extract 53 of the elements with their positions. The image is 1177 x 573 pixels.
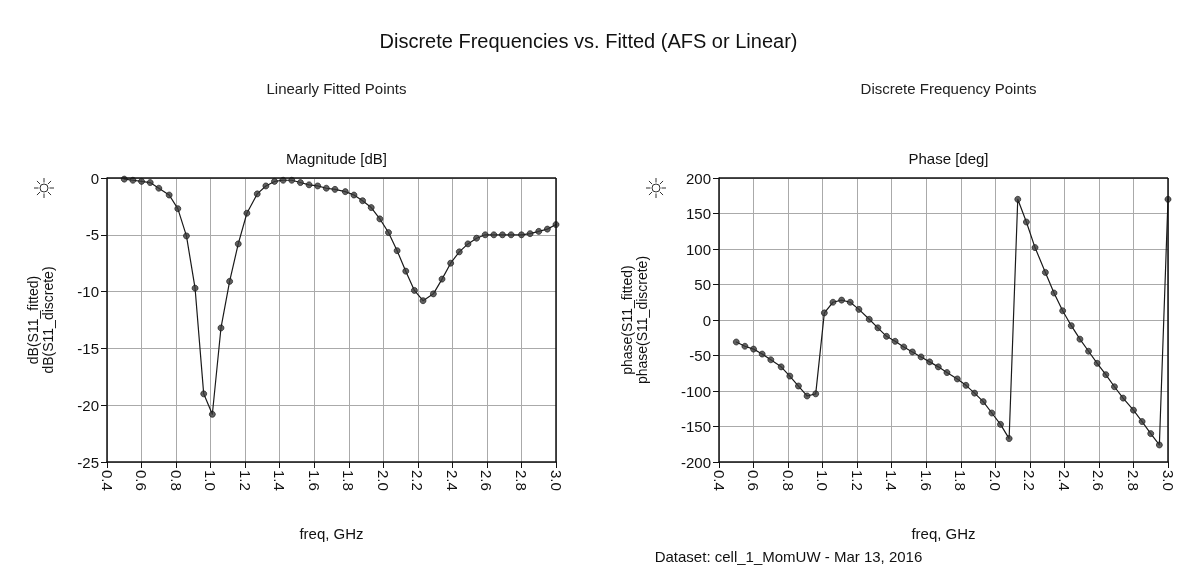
x-tick-label: 1.8 <box>952 470 970 491</box>
x-axis-title: freq, GHz <box>299 525 364 542</box>
y-tick-label: 0 <box>90 169 99 187</box>
y-tick-label: 150 <box>685 205 711 222</box>
y-tick-label: -50 <box>689 347 711 364</box>
y-axis-title: phase(S11_fitted) phase(S11_discrete) <box>618 255 650 385</box>
x-tick-label: 1.6 <box>305 470 323 491</box>
y-tick-label: -15 <box>77 339 99 357</box>
text: Dataset: cell_1_MomUW - Mar 13, 2016 <box>653 548 924 565</box>
chart-subtitle: Discrete Frequency Points <box>860 80 1037 97</box>
x-tick-label: 2.0 <box>374 470 392 491</box>
x-tick-label: 0.8 <box>779 470 797 491</box>
chart-subtitle: Linearly Fitted Points <box>266 80 407 97</box>
x-tick-label: 2.6 <box>478 470 496 491</box>
x-tick-label: 2.2 <box>409 470 427 491</box>
x-tick-label: 1.6 <box>917 470 935 491</box>
y-axis-title: dB(S11_fitted) dB(S11_discrete) <box>24 266 56 374</box>
x-tick-label: 0.6 <box>133 470 151 491</box>
y-tick-label: 0 <box>702 311 711 329</box>
x-tick-label: 2.6 <box>1090 470 1108 491</box>
x-tick-label: 2.0 <box>986 470 1004 491</box>
y-tick-label: -25 <box>77 453 99 471</box>
chart-title: Phase [deg] <box>908 150 989 167</box>
y-tick-label: -10 <box>77 283 99 301</box>
x-tick-label: 1.4 <box>883 470 901 491</box>
x-axis-title: freq, GHz <box>911 525 976 542</box>
x-tick-label: 2.4 <box>1055 470 1073 491</box>
chart-title: Magnitude [dB] <box>286 150 387 167</box>
x-tick-label: 2.4 <box>443 470 461 491</box>
x-tick-label: 0.4 <box>98 470 116 491</box>
x-tick-label: 2.2 <box>1021 470 1039 491</box>
x-tick-label: 0.6 <box>745 470 763 491</box>
y-tick-label: 100 <box>685 240 711 258</box>
x-tick-label: 1.0 <box>202 470 220 491</box>
y-tick-label: 200 <box>685 169 711 187</box>
x-tick-label: 1.4 <box>271 470 289 491</box>
x-tick-label: 1.0 <box>814 470 832 491</box>
x-tick-label: 3.0 <box>547 470 565 491</box>
x-tick-label: 3.0 <box>1159 470 1177 491</box>
x-tick-label: 2.8 <box>512 470 530 491</box>
y-tick-label: -200 <box>680 453 711 471</box>
text: Discrete Frequencies vs. Fitted (AFS or Linear) <box>378 30 799 53</box>
x-tick-label: 1.8 <box>340 470 358 491</box>
y-tick-label: -20 <box>77 396 99 414</box>
y-tick-label: -5 <box>85 226 99 244</box>
x-tick-label: 1.2 <box>848 470 866 491</box>
y-tick-label: -150 <box>680 418 711 435</box>
x-tick-label: 1.2 <box>236 470 254 491</box>
x-tick-label: 0.8 <box>167 470 185 491</box>
y-tick-label: -100 <box>680 382 711 400</box>
y-tick-label: 50 <box>694 276 711 293</box>
x-tick-label: 0.4 <box>710 470 728 491</box>
x-tick-label: 2.8 <box>1124 470 1142 491</box>
